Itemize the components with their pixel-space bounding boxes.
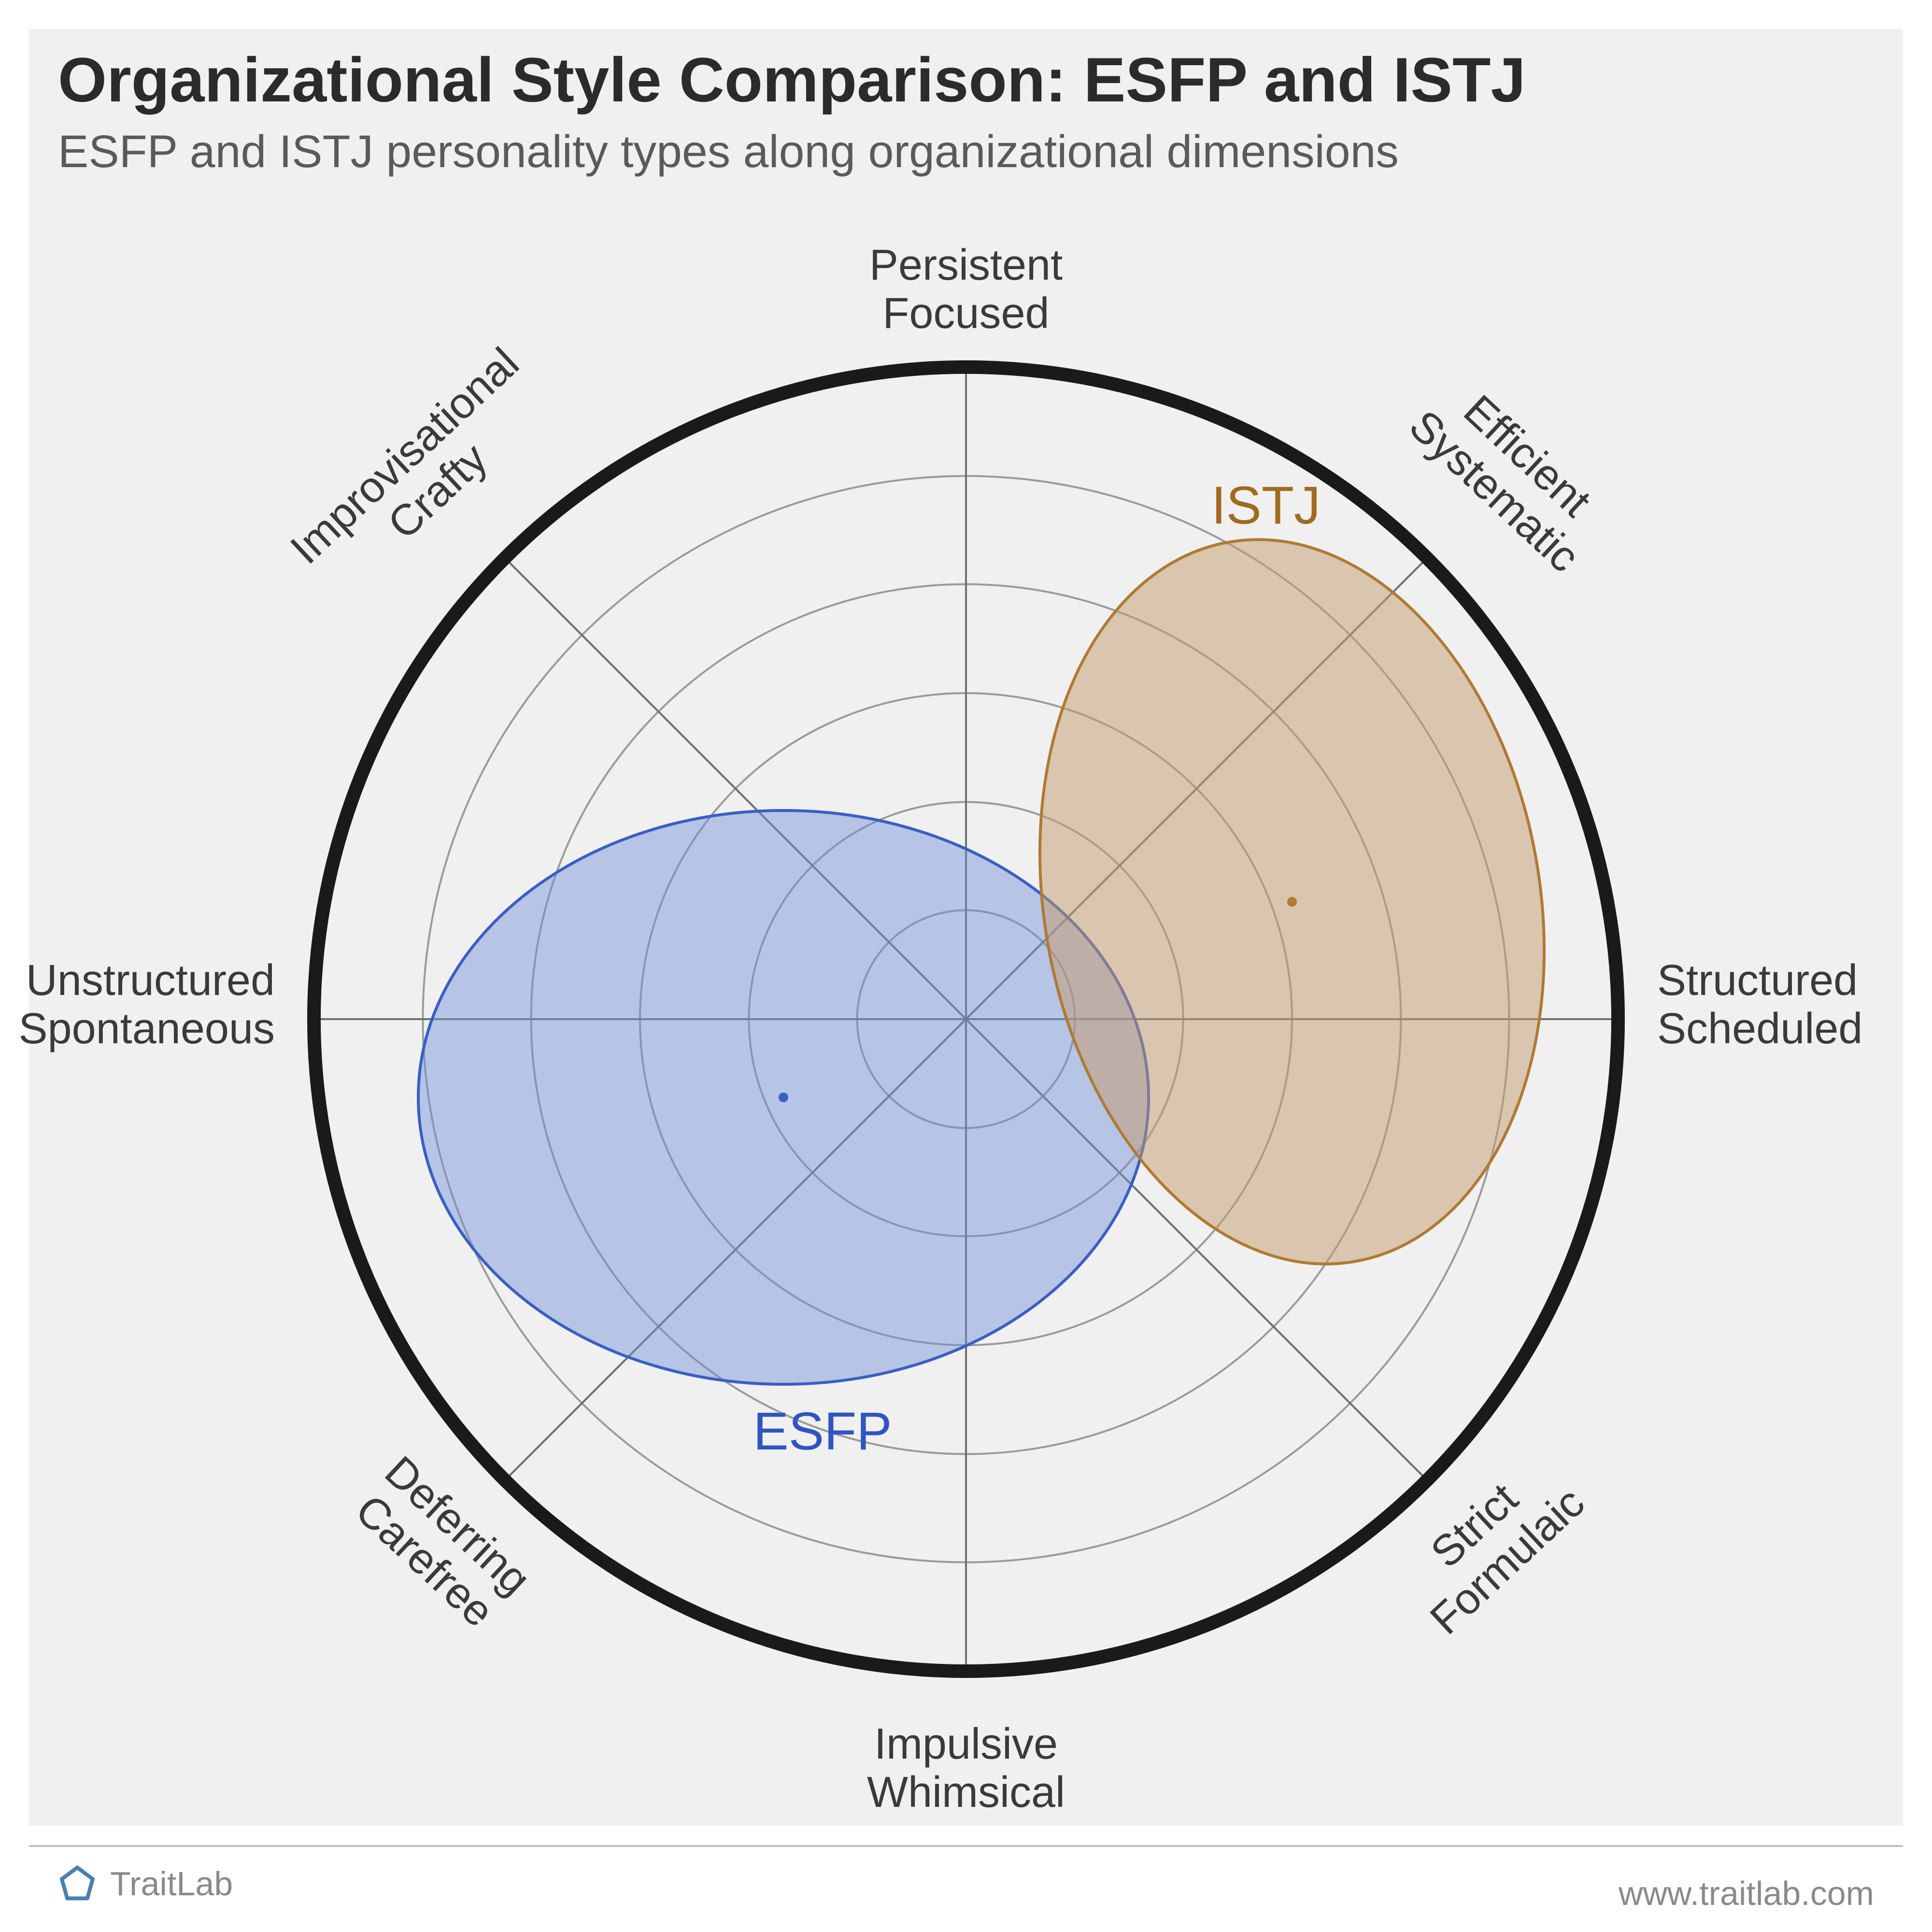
ellipse-center-istj — [1287, 897, 1297, 907]
axis-label-line: Spontaneous — [19, 1005, 275, 1053]
chart-subtitle: ESFP and ISTJ personality types along or… — [58, 126, 1399, 178]
footer-rule — [29, 1845, 1903, 1847]
axis-label: ImpulsiveWhimsical — [867, 1720, 1065, 1817]
axis-label-line: Persistent — [869, 241, 1063, 289]
axis-label: StructuredScheduled — [1657, 956, 1862, 1053]
axis-label-line: Impulsive — [874, 1720, 1058, 1768]
ellipse-label-esfp: ESFP — [753, 1402, 892, 1461]
radar-svg: ESFP ISTJ PersistentFocused EfficientSystem… — [0, 174, 1932, 1826]
footer-url: www.traitlab.com — [1619, 1874, 1874, 1913]
brand-logo-icon — [58, 1864, 97, 1903]
brand-name: TraitLab — [110, 1864, 233, 1903]
axis-label-line: Whimsical — [867, 1768, 1065, 1817]
axis-label: ImprovisationalCrafty — [282, 339, 561, 609]
axis-label: UnstructuredSpontaneous — [19, 956, 275, 1053]
ellipse-center-esfp — [779, 1093, 788, 1102]
axis-label: PersistentFocused — [869, 241, 1063, 338]
axis-label-line: Focused — [882, 289, 1049, 338]
chart-title: Organizational Style Comparison: ESFP an… — [58, 43, 1526, 116]
footer-left: TraitLab — [58, 1864, 233, 1903]
axis-label: EfficientSystematic — [1400, 366, 1621, 582]
ellipse-label-istj: ISTJ — [1211, 476, 1321, 535]
axis-label-line: Unstructured — [26, 956, 275, 1005]
chart-area: ESFP ISTJ PersistentFocused EfficientSystem… — [0, 174, 1932, 1826]
axis-label-line: Structured — [1657, 956, 1858, 1005]
axis-label-line: Scheduled — [1657, 1005, 1862, 1053]
